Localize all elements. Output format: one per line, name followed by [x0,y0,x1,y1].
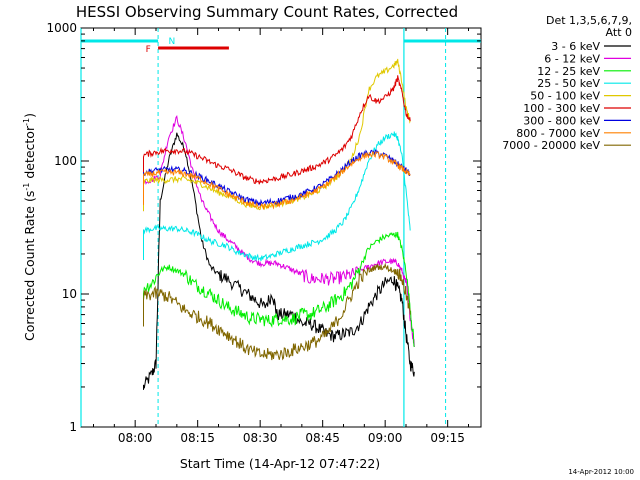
x-tick-label: 08:30 [243,431,278,445]
legend-attenuator: Att 0 [606,26,632,39]
legend-detectors: Det 1,3,5,6,7,9, [546,14,632,27]
chart-title: HESSI Observing Summary Count Rates, Cor… [76,3,458,21]
legend-label-3: 12 - 25 keV [537,65,600,78]
x-axis-label: Start Time (14-Apr-12 07:47:22) [180,456,380,471]
y-axis-label-mid: detector [22,125,37,183]
legend-label-7: 300 - 800 keV [523,114,600,127]
x-tick-label: 08:00 [118,431,153,445]
legend-label-6: 100 - 300 keV [523,102,600,115]
series-layer [143,58,415,390]
series-line-4 [143,131,411,262]
night-label: N [169,37,176,47]
ticks-layer: 08:00 08:15 08:30 08:45 09:00 09:15 1 10 100 1000 [46,21,481,445]
x-tick-label: 08:15 [180,431,215,445]
legend-label-2: 6 - 12 keV [544,52,600,65]
y-axis-label: Corrected Count Rate (s-1 detector-1) [22,113,37,341]
series-line-3 [143,231,415,348]
y-tick-label: 1000 [46,21,77,35]
y-axis-label-exp2: -1 [22,118,31,126]
legend-label-5: 50 - 100 keV [530,90,600,103]
legend-label-4: 25 - 50 keV [537,77,600,90]
y-axis-label-main: Corrected Count Rate (s [22,191,37,341]
plot-area: NF 08:00 08:15 08:30 08:45 09:00 09:151101001… [46,21,482,445]
y-tick-label: 10 [62,287,77,301]
legend-label-1: 3 - 6 keV [551,40,600,53]
y-tick-label: 100 [54,154,77,168]
legend-label-8: 800 - 7000 keV [516,127,600,140]
timestamp: 14-Apr-2012 10:00 [568,468,634,476]
x-tick-label: 08:45 [305,431,340,445]
plot-frame [80,27,482,428]
y-tick-label: 1 [69,420,77,434]
y-axis-label-exp1: -1 [22,183,31,191]
series-line-9 [143,262,411,361]
y-axis-label-end: ) [22,113,37,118]
x-tick-label: 09:15 [430,431,465,445]
series-line-1 [143,132,415,390]
series-line-6 [143,75,411,185]
series-line-2 [143,114,415,347]
marker-layer: NF [80,28,481,427]
x-tick-label: 09:00 [368,431,403,445]
legend-label-9: 7000 - 20000 keV [502,139,600,152]
series-line-8 [143,151,411,210]
flag-label: F [146,45,151,55]
